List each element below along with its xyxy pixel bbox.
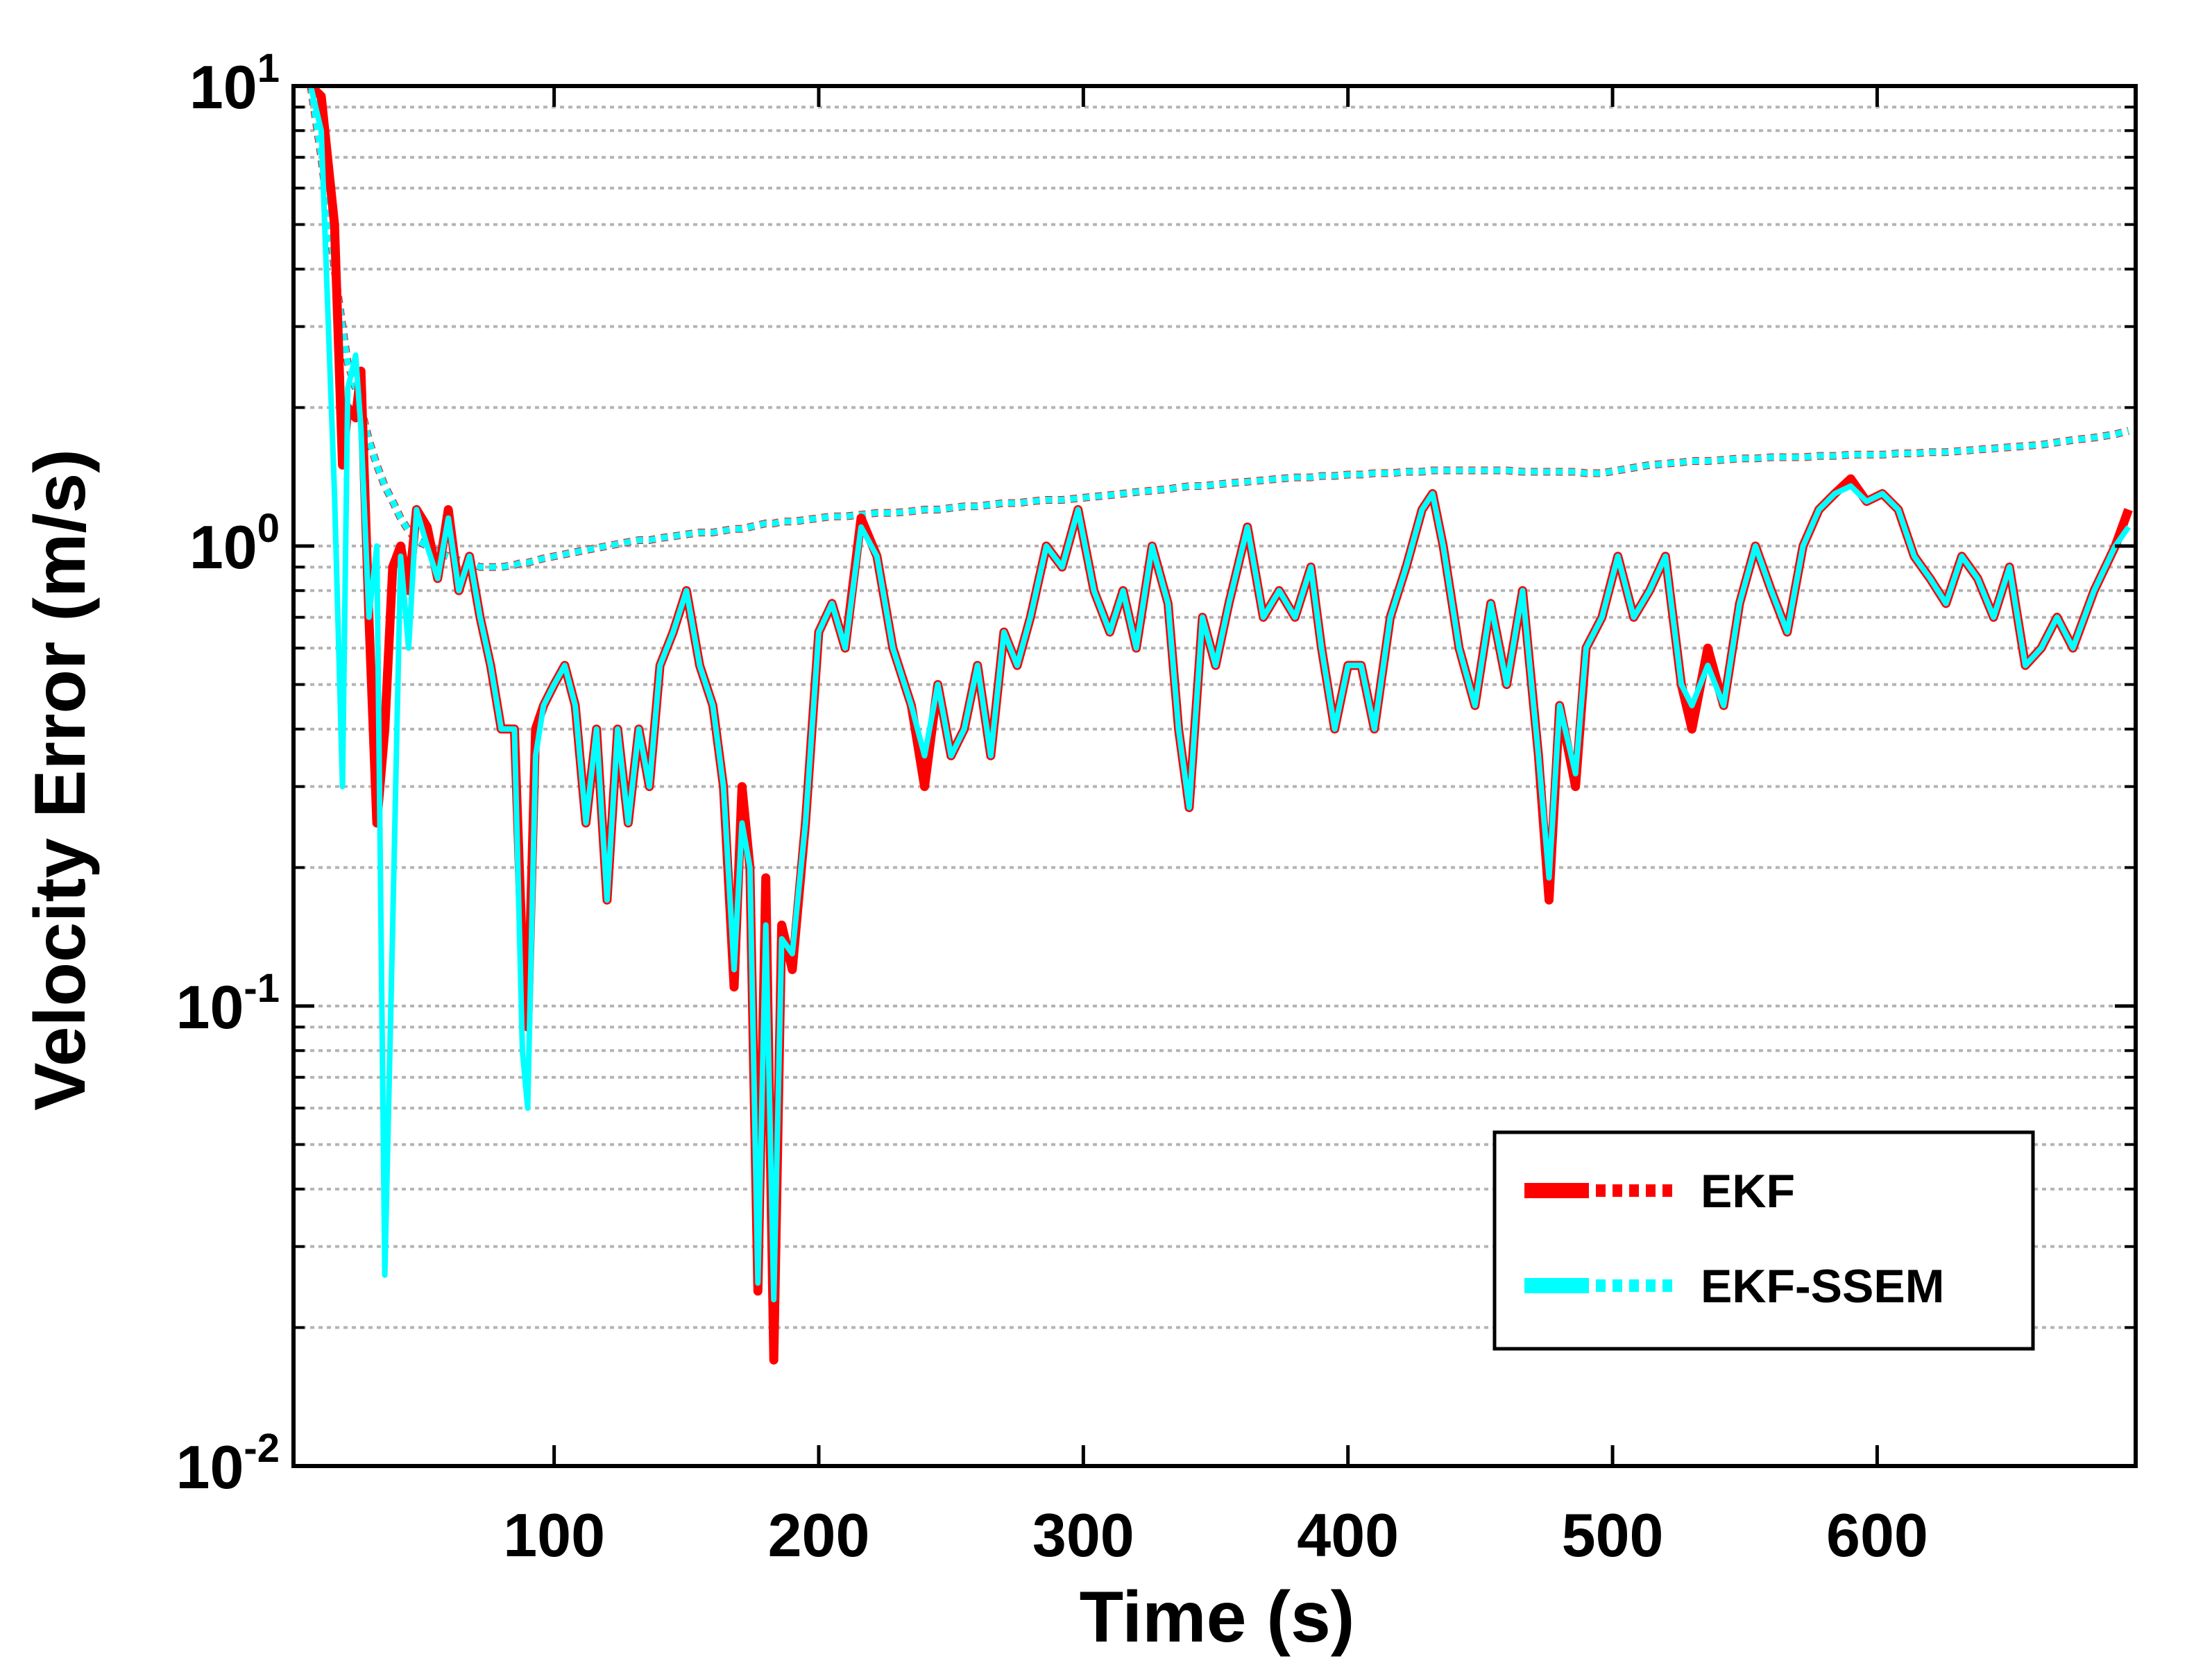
y-tick-exponent: -2 [244, 1426, 280, 1471]
plot-frame [291, 84, 2138, 1468]
y-tick-exponent: 1 [257, 46, 280, 91]
y-tick-base: 10 [189, 53, 257, 121]
y-tick-label: 10-2 [176, 1426, 280, 1501]
y-tick-label: 101 [189, 46, 280, 121]
y-tick-label: 100 [189, 506, 280, 581]
error-line [307, 86, 2131, 1303]
x-axis-label: Time (s) [1080, 1577, 1355, 1658]
y-tick-exponent: 0 [257, 506, 280, 551]
x-tick-label: 200 [768, 1501, 870, 1569]
legend: EKF EKF-SSEM [1492, 1130, 2035, 1351]
x-tick-label: 600 [1826, 1501, 1928, 1569]
y-tick-label: 10-1 [176, 966, 280, 1041]
legend-box [1492, 1130, 2035, 1351]
x-tick-label: 400 [1297, 1501, 1399, 1569]
y-tick-base: 10 [176, 973, 244, 1041]
y-tick-base: 10 [189, 513, 257, 581]
y-tick-base: 10 [176, 1433, 244, 1501]
x-tick-label: 300 [1032, 1501, 1134, 1569]
x-tick-label: 500 [1562, 1501, 1664, 1569]
plot-area [307, 86, 2133, 1365]
y-tick-exponent: -1 [244, 966, 280, 1011]
legend-label: EKF [1701, 1165, 1795, 1218]
y-axis-label: Velocity Error (m/s) [20, 449, 101, 1111]
x-tick-label: 100 [503, 1501, 605, 1569]
legend-label: EKF-SSEM [1701, 1260, 1944, 1313]
